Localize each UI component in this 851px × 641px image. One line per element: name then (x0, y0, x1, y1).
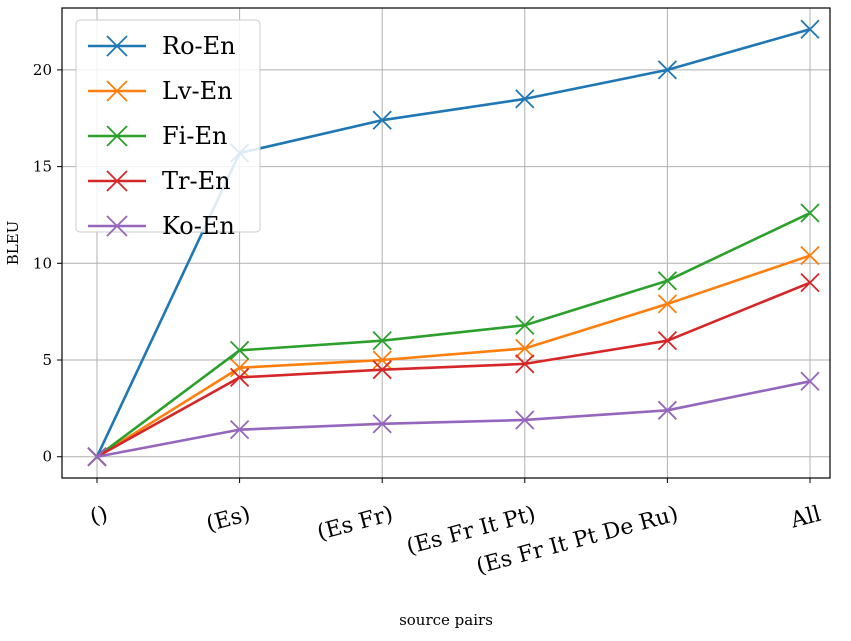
data-point-marker (657, 331, 678, 351)
x-axis-label: source pairs (399, 611, 493, 629)
y-tick-label: 0 (42, 448, 52, 466)
legend: Ro-En Lv-En Fi-En Tr-En Ko-En (75, 19, 261, 240)
data-point-marker (229, 358, 250, 378)
legend-box (75, 19, 261, 233)
x-tick-label: All (787, 502, 823, 534)
data-point-marker (372, 331, 392, 351)
data-point-marker (657, 271, 678, 291)
data-point-marker (800, 19, 820, 39)
y-tick-label: 5 (42, 351, 52, 369)
legend-label: Tr-En (162, 167, 231, 195)
data-point-marker (515, 338, 535, 359)
data-point-marker (657, 60, 678, 80)
data-point-marker (229, 367, 250, 388)
series-lv-en (87, 245, 820, 467)
legend-entry: Lv-En (88, 77, 233, 105)
y-tick-label: 15 (33, 158, 52, 176)
data-point-marker (372, 414, 392, 434)
legend-entry: Ro-En (88, 32, 236, 60)
legend-marker (106, 35, 128, 57)
legend-label: Lv-En (162, 77, 233, 105)
data-point-marker (229, 340, 250, 360)
x-tick-label: (Es) (204, 502, 253, 538)
series-line (96, 380, 811, 459)
x-tick-label: () (87, 502, 110, 531)
legend-marker (106, 170, 128, 192)
data-point-marker (800, 245, 820, 266)
y-axis-label: BLEU (4, 221, 22, 266)
data-point-marker (515, 410, 535, 430)
legend-marker (106, 215, 128, 237)
legend-marker (106, 80, 128, 102)
data-point-marker (372, 110, 392, 130)
series-line (96, 281, 811, 458)
data-point-marker (372, 360, 392, 380)
data-point-marker (657, 400, 678, 420)
data-point-marker (372, 350, 392, 370)
y-tick-label: 20 (33, 61, 52, 79)
y-tick-label: 10 (33, 254, 52, 272)
legend-label: Ko-En (162, 212, 235, 240)
series-line (96, 254, 811, 458)
legend-entry: Fi-En (88, 122, 227, 150)
legend-label: Fi-En (162, 122, 227, 150)
data-point-marker (800, 371, 820, 391)
data-point-marker (87, 447, 107, 467)
series-line (96, 211, 811, 458)
series-tr-en (87, 273, 820, 467)
legend-entry: Ko-En (88, 212, 235, 240)
data-point-marker (515, 354, 535, 374)
x-tick-label: (Es Fr) (315, 502, 396, 546)
data-point-marker (515, 89, 535, 109)
data-point-marker (657, 294, 678, 314)
data-point-marker (800, 273, 820, 293)
legend-entry: Tr-En (88, 167, 231, 195)
plot-frame (61, 7, 831, 479)
data-point-marker (800, 203, 820, 223)
legend-label: Ro-En (162, 32, 236, 60)
data-point-marker (515, 315, 535, 335)
legend-marker (106, 125, 128, 147)
series-ko-en (87, 371, 820, 467)
data-point-marker (229, 420, 250, 440)
